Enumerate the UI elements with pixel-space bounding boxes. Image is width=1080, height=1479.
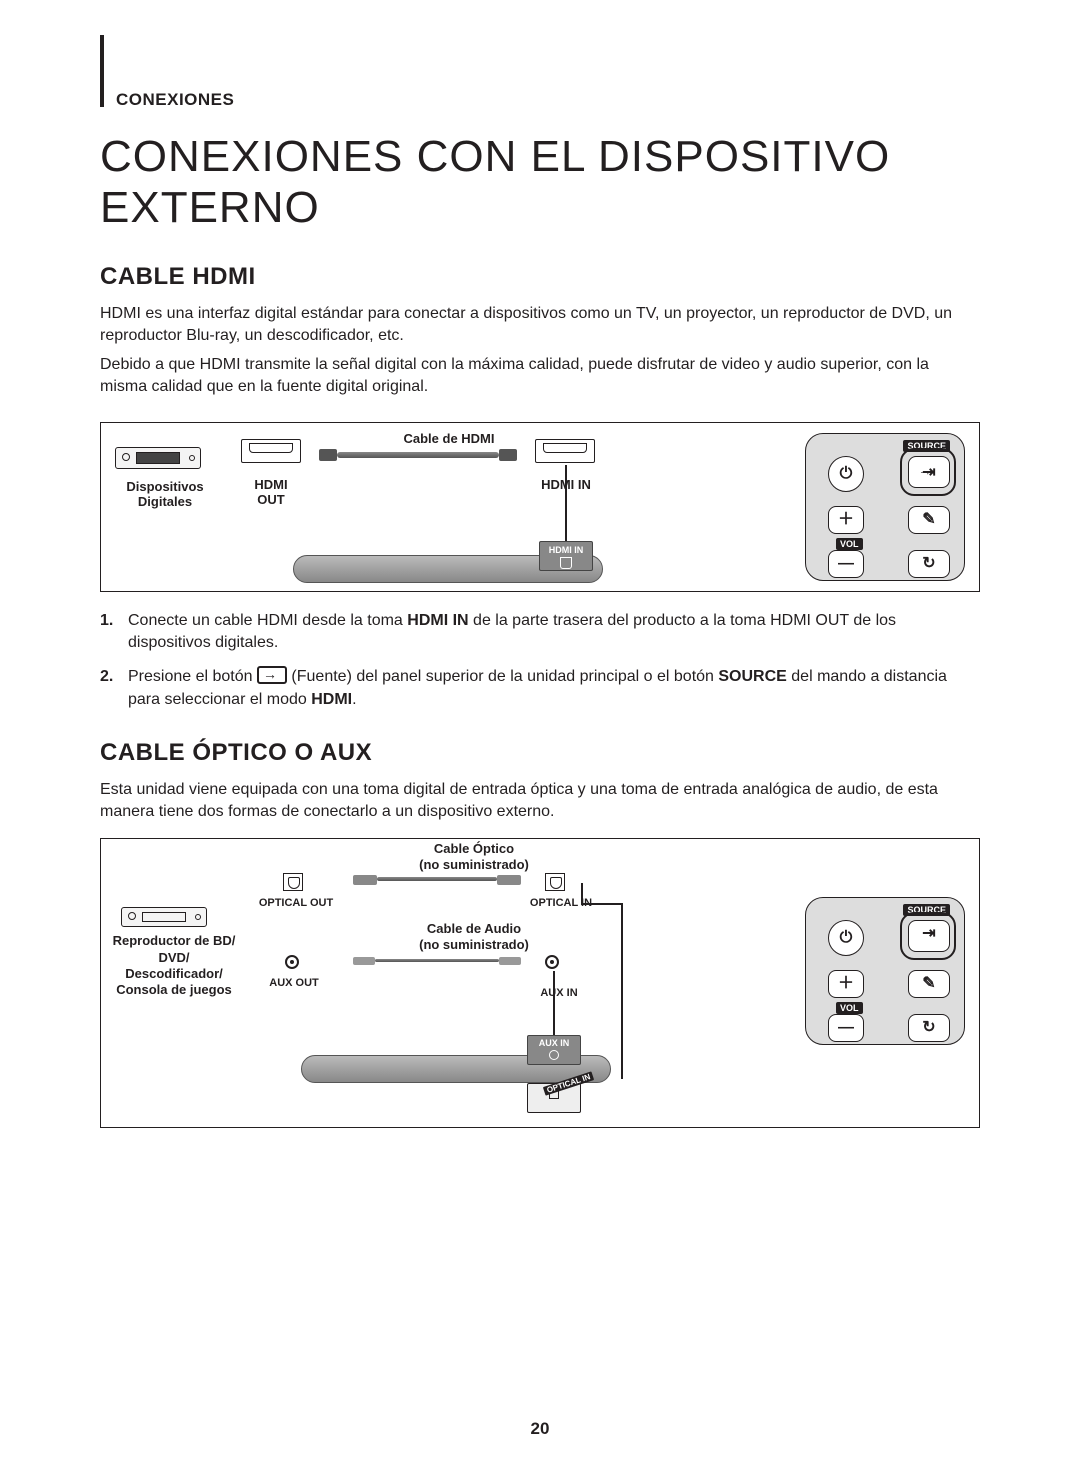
hdmi-paragraph-2: Debido a que HDMI transmite la señal dig… [100, 354, 980, 397]
hdmi-cable [337, 452, 499, 458]
hdmi-in-port [535, 439, 595, 463]
hdmi-heading: CABLE HDMI [100, 263, 980, 291]
optical-leader-v [581, 883, 583, 903]
optical-cable [377, 877, 497, 881]
optical-out-label: OPTICAL OUT [251, 897, 341, 909]
settings-button-icon-2: ✎ [908, 970, 950, 998]
digital-device-label: Dispositivos Digitales [115, 479, 215, 509]
page-number: 20 [0, 1419, 1080, 1439]
optical-out-port-icon [283, 873, 303, 891]
remote-control: SOURCE ⏻ ⇥ ＋ ✎ VOL — ↻ [805, 433, 965, 581]
aux-in-jack-icon [545, 955, 559, 969]
header-vertical-rule [100, 35, 104, 107]
remote-control-2: SOURCE ⏻ ⇥ ＋ ✎ VOL — ↻ [805, 897, 965, 1045]
repeat-button-icon: ↻ [908, 550, 950, 578]
player-device-icon [121, 907, 207, 927]
aux-leader [553, 971, 555, 1039]
power-button-icon: ⏻ [828, 456, 864, 492]
audio-cable-label: Cable de Audio (no suministrado) [389, 921, 559, 952]
optical-leader-h [581, 903, 621, 905]
page-content: CONEXIONES CONEXIONES CON EL DISPOSITIVO… [0, 0, 1080, 1186]
hdmi-plug-right [499, 449, 517, 461]
aux-plug-right [499, 957, 521, 965]
page-title: CONEXIONES CON EL DISPOSITIVO EXTERNO [100, 132, 980, 233]
hdmi-out-label: HDMI OUT [239, 477, 303, 507]
settings-button-icon: ✎ [908, 506, 950, 534]
vol-down-button-icon-2: — [828, 1014, 864, 1042]
repeat-button-icon-2: ↻ [908, 1014, 950, 1042]
remote-vol-label-2: VOL [836, 1002, 863, 1014]
source-button-highlight [900, 448, 956, 496]
optical-leader-v2 [621, 903, 623, 1079]
optical-cable-label: Cable Óptico (no suministrado) [389, 841, 559, 872]
aux-plug-left [353, 957, 375, 965]
hdmi-cable-label: Cable de HDMI [379, 431, 519, 446]
aux-out-label: AUX OUT [259, 977, 329, 989]
hdmi-diagram: Dispositivos Digitales HDMI OUT Cable de… [100, 422, 980, 592]
aux-out-jack-icon [285, 955, 299, 969]
aux-in-label: AUX IN [531, 987, 587, 999]
hdmi-paragraph-1: HDMI es una interfaz digital estándar pa… [100, 303, 980, 346]
hdmi-step-1: Conecte un cable HDMI desde la toma HDMI… [100, 610, 980, 655]
optical-in-port-icon [545, 873, 565, 891]
hdmi-step-2: Presione el botón (Fuente) del panel sup… [100, 666, 980, 711]
optical-paragraph-1: Esta unidad viene equipada con una toma … [100, 779, 980, 822]
soundbar-hdmi-port: HDMI IN [539, 541, 593, 571]
digital-device-icon [115, 447, 201, 469]
source-button-highlight-2 [900, 912, 956, 960]
aux-cable [375, 959, 499, 962]
vol-up-button-icon: ＋ [828, 506, 864, 534]
soundbar-hdmi-port-label: HDMI IN [540, 546, 592, 555]
hdmi-plug-left [319, 449, 337, 461]
hdmi-out-port [241, 439, 301, 463]
remote-vol-label: VOL [836, 538, 863, 550]
power-button-icon-2: ⏻ [828, 920, 864, 956]
vol-down-button-icon: — [828, 550, 864, 578]
optical-diagram: Reproductor de BD/ DVD/ Descodificador/ … [100, 838, 980, 1128]
hdmi-leader [565, 465, 567, 553]
hdmi-steps: Conecte un cable HDMI desde la toma HDMI… [100, 610, 980, 712]
player-device-label: Reproductor de BD/ DVD/ Descodificador/ … [111, 933, 237, 998]
source-icon [257, 666, 287, 684]
section-label: CONEXIONES [116, 90, 980, 110]
vol-up-button-icon-2: ＋ [828, 970, 864, 998]
optical-heading: CABLE ÓPTICO O AUX [100, 739, 980, 767]
soundbar-aux-port: AUX IN [527, 1035, 581, 1065]
optical-plug-right [497, 875, 521, 885]
optical-plug-left [353, 875, 377, 885]
soundbar-aux-port-label: AUX IN [528, 1039, 580, 1048]
